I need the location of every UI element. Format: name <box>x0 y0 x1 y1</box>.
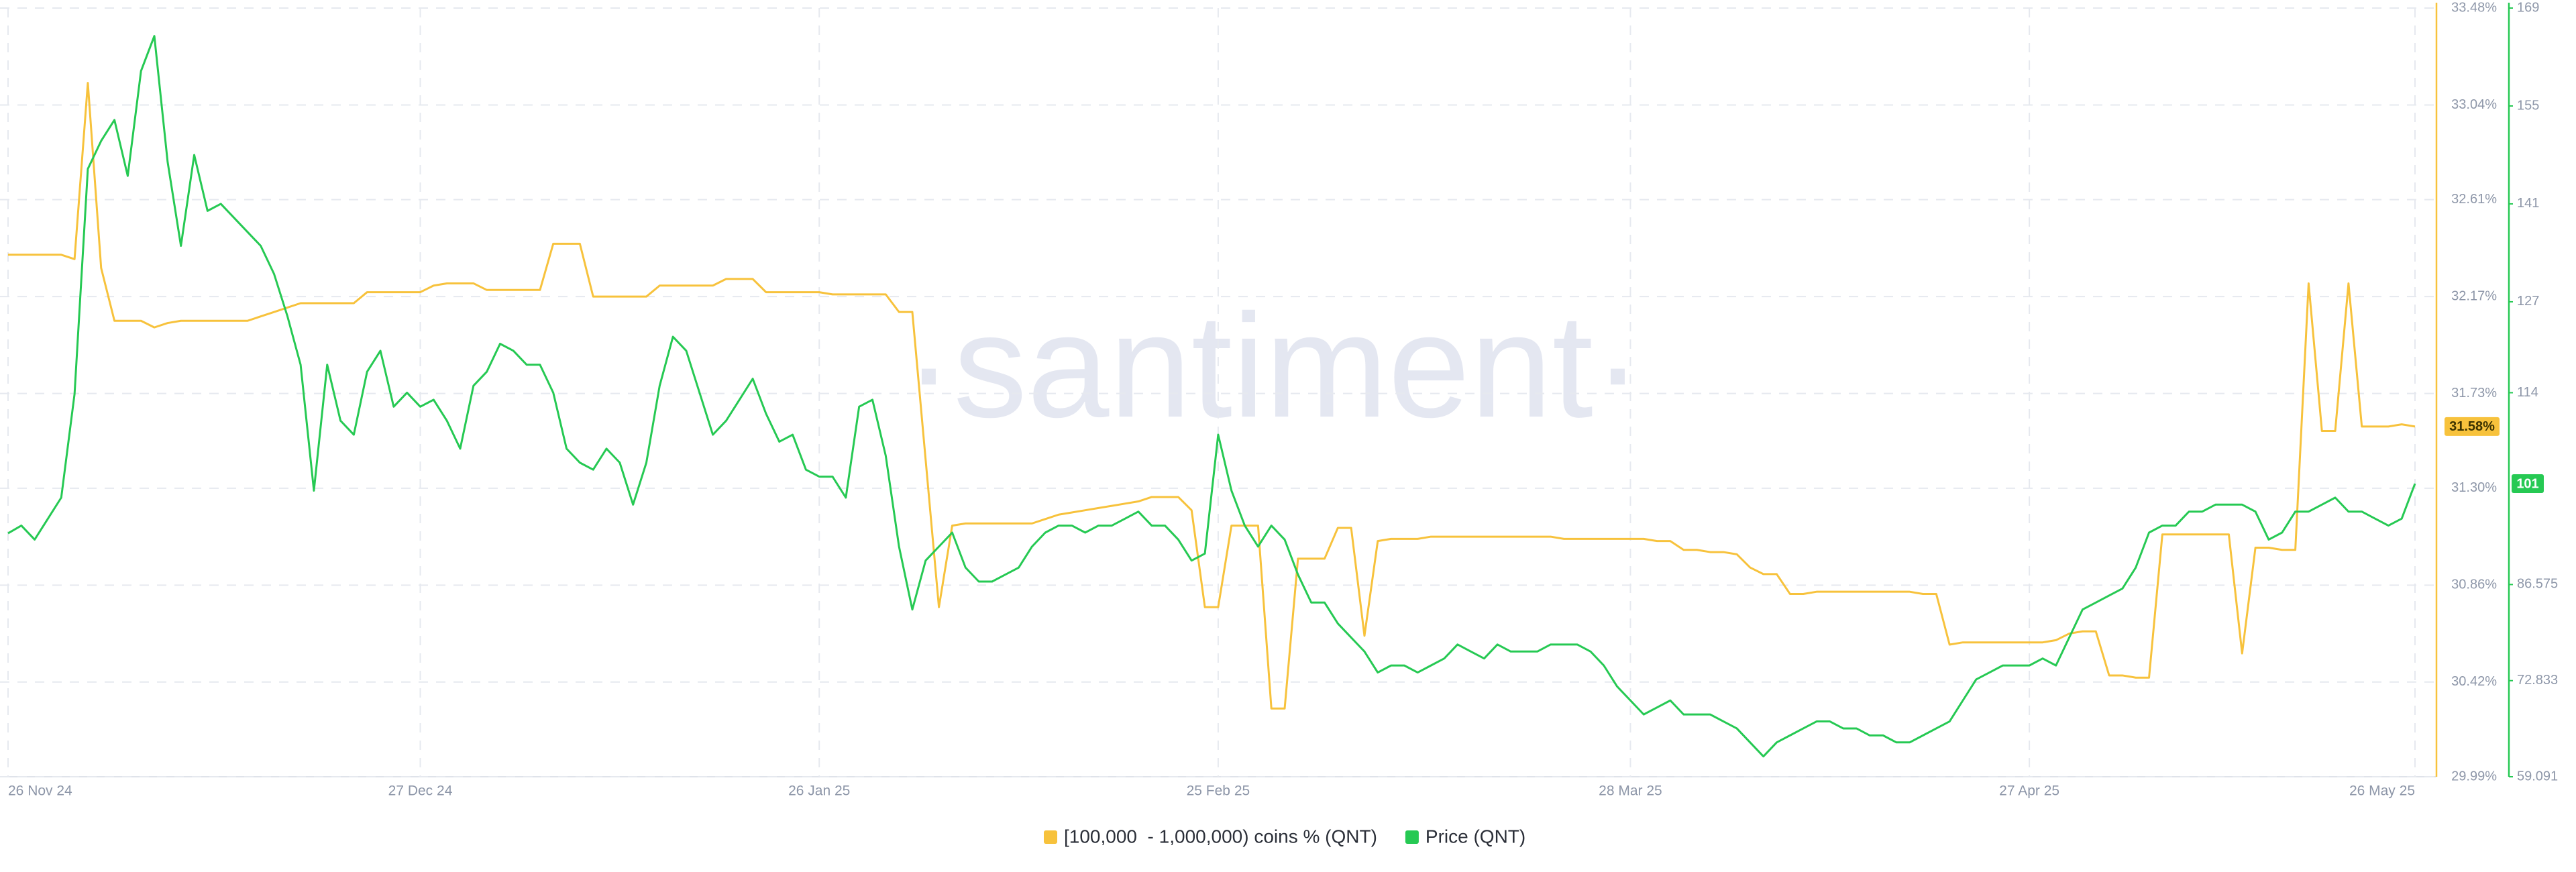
watermark: ·santiment· <box>904 283 1642 448</box>
y-tick-label: 33.04% <box>2451 97 2497 112</box>
value-badge <box>2445 417 2500 436</box>
y2-tick-label: 141 <box>2517 196 2539 211</box>
legend-label: [100,000 - 1,000,000) coins % (QNT) <box>1064 826 1377 847</box>
y2-tick-label: 114 <box>2517 385 2538 400</box>
y-tick-label: 32.17% <box>2451 288 2497 303</box>
x-tick-label: 26 Jan 25 <box>788 783 850 799</box>
y-tick-label: 30.42% <box>2451 674 2497 689</box>
x-tick-label: 25 Feb 25 <box>1187 783 1250 799</box>
x-tick-label: 27 Dec 24 <box>388 783 453 799</box>
y-tick-label: 30.86% <box>2451 578 2497 592</box>
x-tick-label: 27 Apr 25 <box>1999 783 2059 799</box>
y2-tick-label: 72.833 <box>2517 673 2558 688</box>
y-tick-label: 32.61% <box>2451 192 2497 207</box>
x-tick-label: 26 May 25 <box>2349 783 2415 799</box>
legend-swatch <box>1405 830 1419 844</box>
x-tick-label: 28 Mar 25 <box>1599 783 1662 799</box>
value-badge-label: 101 <box>2516 476 2538 491</box>
series-line <box>8 82 2416 710</box>
series-line <box>7 35 2416 758</box>
x-tick-label: 26 Nov 24 <box>8 783 72 799</box>
y2-tick-label: 127 <box>2517 294 2539 309</box>
y-tick-label: 31.73% <box>2451 386 2497 400</box>
y2-tick-label: 155 <box>2517 98 2539 113</box>
y2-tick-label: 169 <box>2517 0 2539 15</box>
value-badge-label: 31.58% <box>2449 419 2495 434</box>
y-tick-label: 29.99% <box>2451 769 2497 783</box>
y2-tick-label: 59.091 <box>2517 769 2558 783</box>
value-badge <box>2512 474 2544 494</box>
y-tick-label: 31.30% <box>2451 480 2497 495</box>
legend-label: Price (QNT) <box>1426 826 1525 847</box>
y2-tick-label: 86.575 <box>2517 577 2558 592</box>
legend-swatch <box>1044 830 1057 844</box>
y-tick-label: 33.48% <box>2451 0 2497 15</box>
